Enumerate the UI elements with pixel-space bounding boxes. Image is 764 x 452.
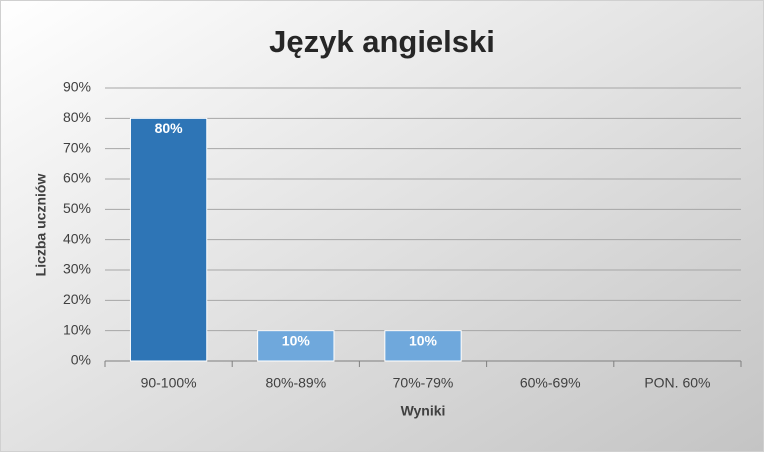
value-label: 80% xyxy=(155,120,184,136)
bar xyxy=(129,117,208,362)
bar xyxy=(384,330,462,362)
y-tick-label: 80% xyxy=(63,109,91,125)
y-tick-label: 70% xyxy=(63,139,91,155)
x-axis-title: Wyniki xyxy=(401,403,446,419)
bar xyxy=(257,330,335,362)
y-tick-label: 60% xyxy=(63,170,91,186)
x-tick-label: 70%-79% xyxy=(393,375,454,391)
y-tick-label: 0% xyxy=(71,352,91,368)
x-tick-label: PON. 60% xyxy=(644,375,710,391)
y-tick-label: 20% xyxy=(63,291,91,307)
value-label: 10% xyxy=(282,332,311,348)
value-label: 10% xyxy=(409,332,438,348)
y-tick-label: 30% xyxy=(63,261,91,277)
y-tick-label: 10% xyxy=(63,321,91,337)
y-axis-title: Liczba uczniów xyxy=(33,174,49,277)
x-tick-label: 90-100% xyxy=(141,375,197,391)
x-tick-label: 80%-89% xyxy=(265,375,326,391)
y-tick-label: 40% xyxy=(63,230,91,246)
x-tick-label: 60%-69% xyxy=(520,375,581,391)
y-tick-label: 90% xyxy=(63,79,91,95)
chart-title: Język angielski xyxy=(269,24,495,59)
y-tick-label: 50% xyxy=(63,200,91,216)
